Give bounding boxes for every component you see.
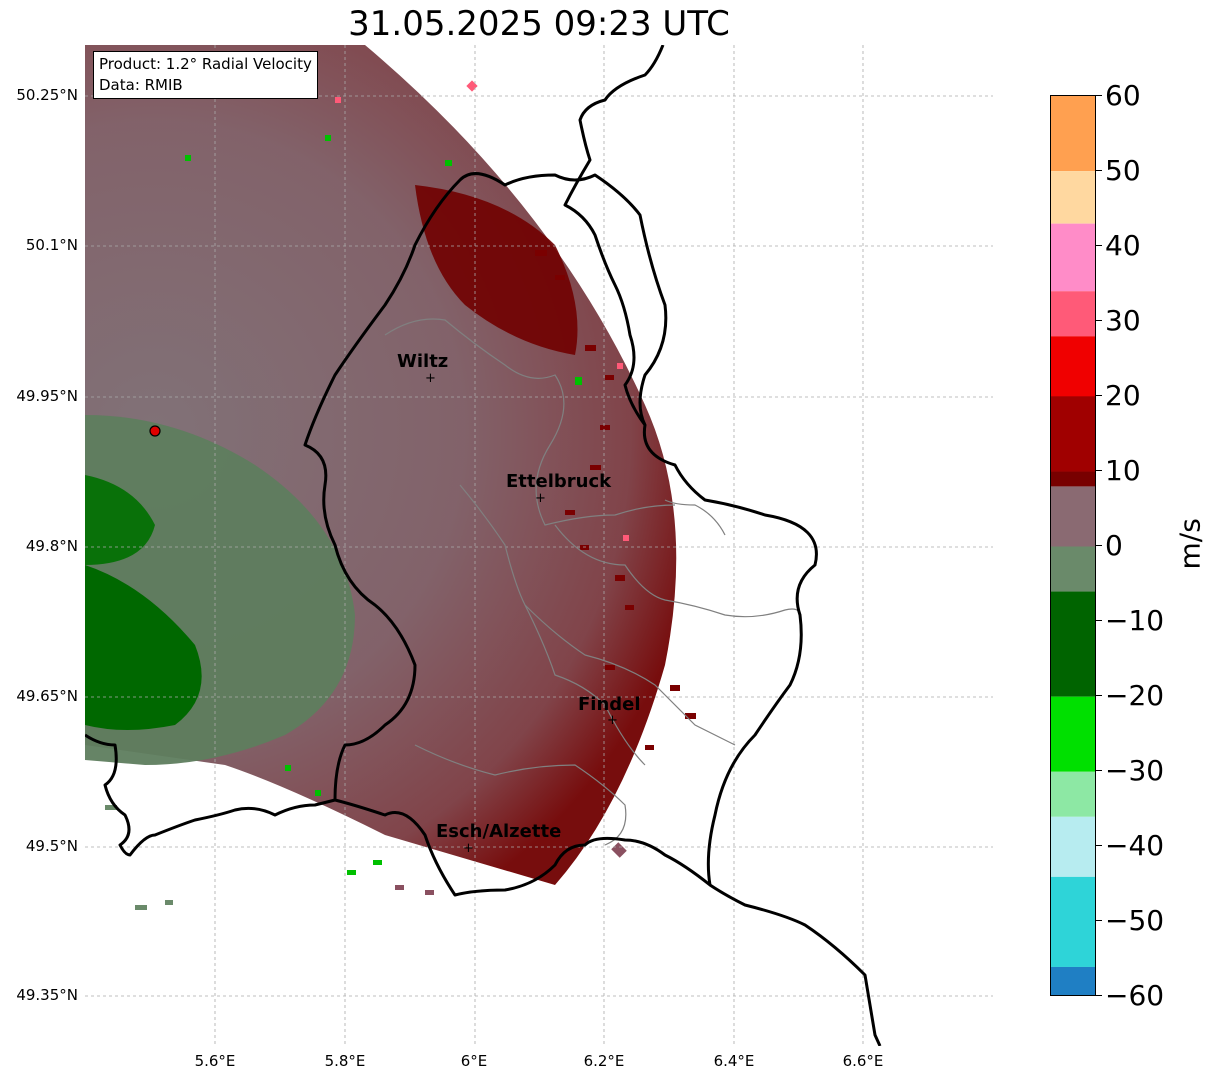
map-title: 31.05.2025 09:23 UTC: [348, 4, 730, 44]
colorbar-band: [1051, 291, 1095, 337]
lat-label: 49.95°N: [16, 387, 78, 405]
colorbar-tick-label: 60: [1105, 79, 1141, 112]
colorbar-band: [1051, 771, 1095, 817]
lat-label: 49.5°N: [25, 837, 78, 855]
lon-label: 6.4°E: [713, 1052, 755, 1070]
colorbar-tick: [1096, 245, 1102, 246]
radar-site-marker: [149, 425, 161, 437]
colorbar-tick-label: 20: [1105, 379, 1141, 412]
velocity-core-dark-green: [85, 565, 202, 730]
scattered-mauve-gates: [105, 805, 627, 910]
colorbar-tick-label: 10: [1105, 454, 1141, 487]
colorbar-band: [1051, 486, 1095, 547]
colorbar-band: [1051, 96, 1095, 172]
radar-echo-layer: [85, 45, 696, 910]
colorbar-band: [1051, 223, 1095, 292]
colorbar-tick: [1096, 920, 1102, 921]
colorbar-band: [1051, 966, 1095, 995]
radar-map: [85, 45, 993, 1046]
colorbar-band: [1051, 696, 1095, 772]
luxembourg-border: [303, 172, 818, 897]
product-line: Product: 1.2° Radial Velocity: [99, 55, 312, 73]
colorbar-band: [1051, 546, 1095, 592]
lat-label: 49.35°N: [16, 986, 78, 1004]
colorbar-tick: [1096, 545, 1102, 546]
colorbar-tick: [1096, 845, 1102, 846]
city-marker-findel: +: [607, 713, 618, 728]
radar-map-canvas: [85, 45, 993, 1046]
velocity-colorbar: [1050, 95, 1096, 996]
lon-label: 6°E: [460, 1052, 488, 1070]
data-source-line: Data: RMIB: [99, 76, 183, 94]
lat-label: 50.25°N: [16, 86, 78, 104]
colorbar-tick-label: 40: [1105, 229, 1141, 262]
city-marker-esch-alzette: +: [463, 841, 474, 856]
lon-label: 5.8°E: [324, 1052, 366, 1070]
city-marker-ettelbruck: +: [535, 491, 546, 506]
lon-label: 6.2°E: [583, 1052, 625, 1070]
canton-boundaries: [384, 318, 802, 846]
velocity-patch-green: [85, 475, 155, 565]
lon-label: 6.6°E: [842, 1052, 884, 1070]
city-label-findel: Findel: [578, 694, 641, 715]
colorbar-tick: [1096, 470, 1102, 471]
colorbar-band: [1051, 816, 1095, 877]
colorbar-band: [1051, 171, 1095, 224]
colorbar-band: [1051, 396, 1095, 472]
colorbar-unit-label: m/s: [1173, 518, 1207, 570]
city-label-ettelbruck: Ettelbruck: [506, 471, 612, 492]
belgian-french-border: [85, 733, 336, 857]
colorbar-tick: [1096, 320, 1102, 321]
city-marker-wiltz: +: [425, 371, 436, 386]
colorbar-tick: [1096, 170, 1102, 171]
colorbar-tick-label: −60: [1105, 979, 1165, 1012]
city-label-wiltz: Wiltz: [397, 351, 449, 372]
colorbar-tick: [1096, 395, 1102, 396]
german-border-south: [709, 883, 882, 1046]
colorbar-band: [1051, 471, 1095, 487]
lon-label: 5.6°E: [194, 1052, 236, 1070]
product-info-box: Product: 1.2° Radial Velocity Data: RMIB: [93, 51, 318, 99]
colorbar-tick: [1096, 770, 1102, 771]
colorbar-tick-label: −40: [1105, 829, 1165, 862]
city-label-esch-alzette: Esch/Alzette: [436, 821, 562, 842]
national-borders: [85, 45, 882, 1046]
colorbar-tick-label: −10: [1105, 604, 1165, 637]
colorbar-tick: [1096, 620, 1102, 621]
colorbar-tick-label: −30: [1105, 754, 1165, 787]
colorbar-tick-label: −20: [1105, 679, 1165, 712]
lat-label: 50.1°N: [25, 236, 78, 254]
colorbar-tick-label: 50: [1105, 154, 1141, 187]
colorbar-tick-label: 30: [1105, 304, 1141, 337]
colorbar-gradient: [1051, 96, 1095, 995]
colorbar-tick: [1096, 995, 1102, 996]
german-border: [563, 45, 665, 426]
colorbar-band: [1051, 876, 1095, 967]
velocity-core-dark-red: [415, 185, 578, 355]
colorbar-tick: [1096, 95, 1102, 96]
colorbar-tick-label: 0: [1105, 529, 1123, 562]
map-gridlines: [85, 45, 993, 1046]
colorbar-tick: [1096, 695, 1102, 696]
colorbar-band: [1051, 591, 1095, 697]
colorbar-tick-label: −50: [1105, 904, 1165, 937]
outer-range-gates: [535, 250, 696, 750]
scattered-bright-green-gates: [185, 135, 582, 875]
lat-label: 49.8°N: [25, 537, 78, 555]
lat-label: 49.65°N: [16, 687, 78, 705]
